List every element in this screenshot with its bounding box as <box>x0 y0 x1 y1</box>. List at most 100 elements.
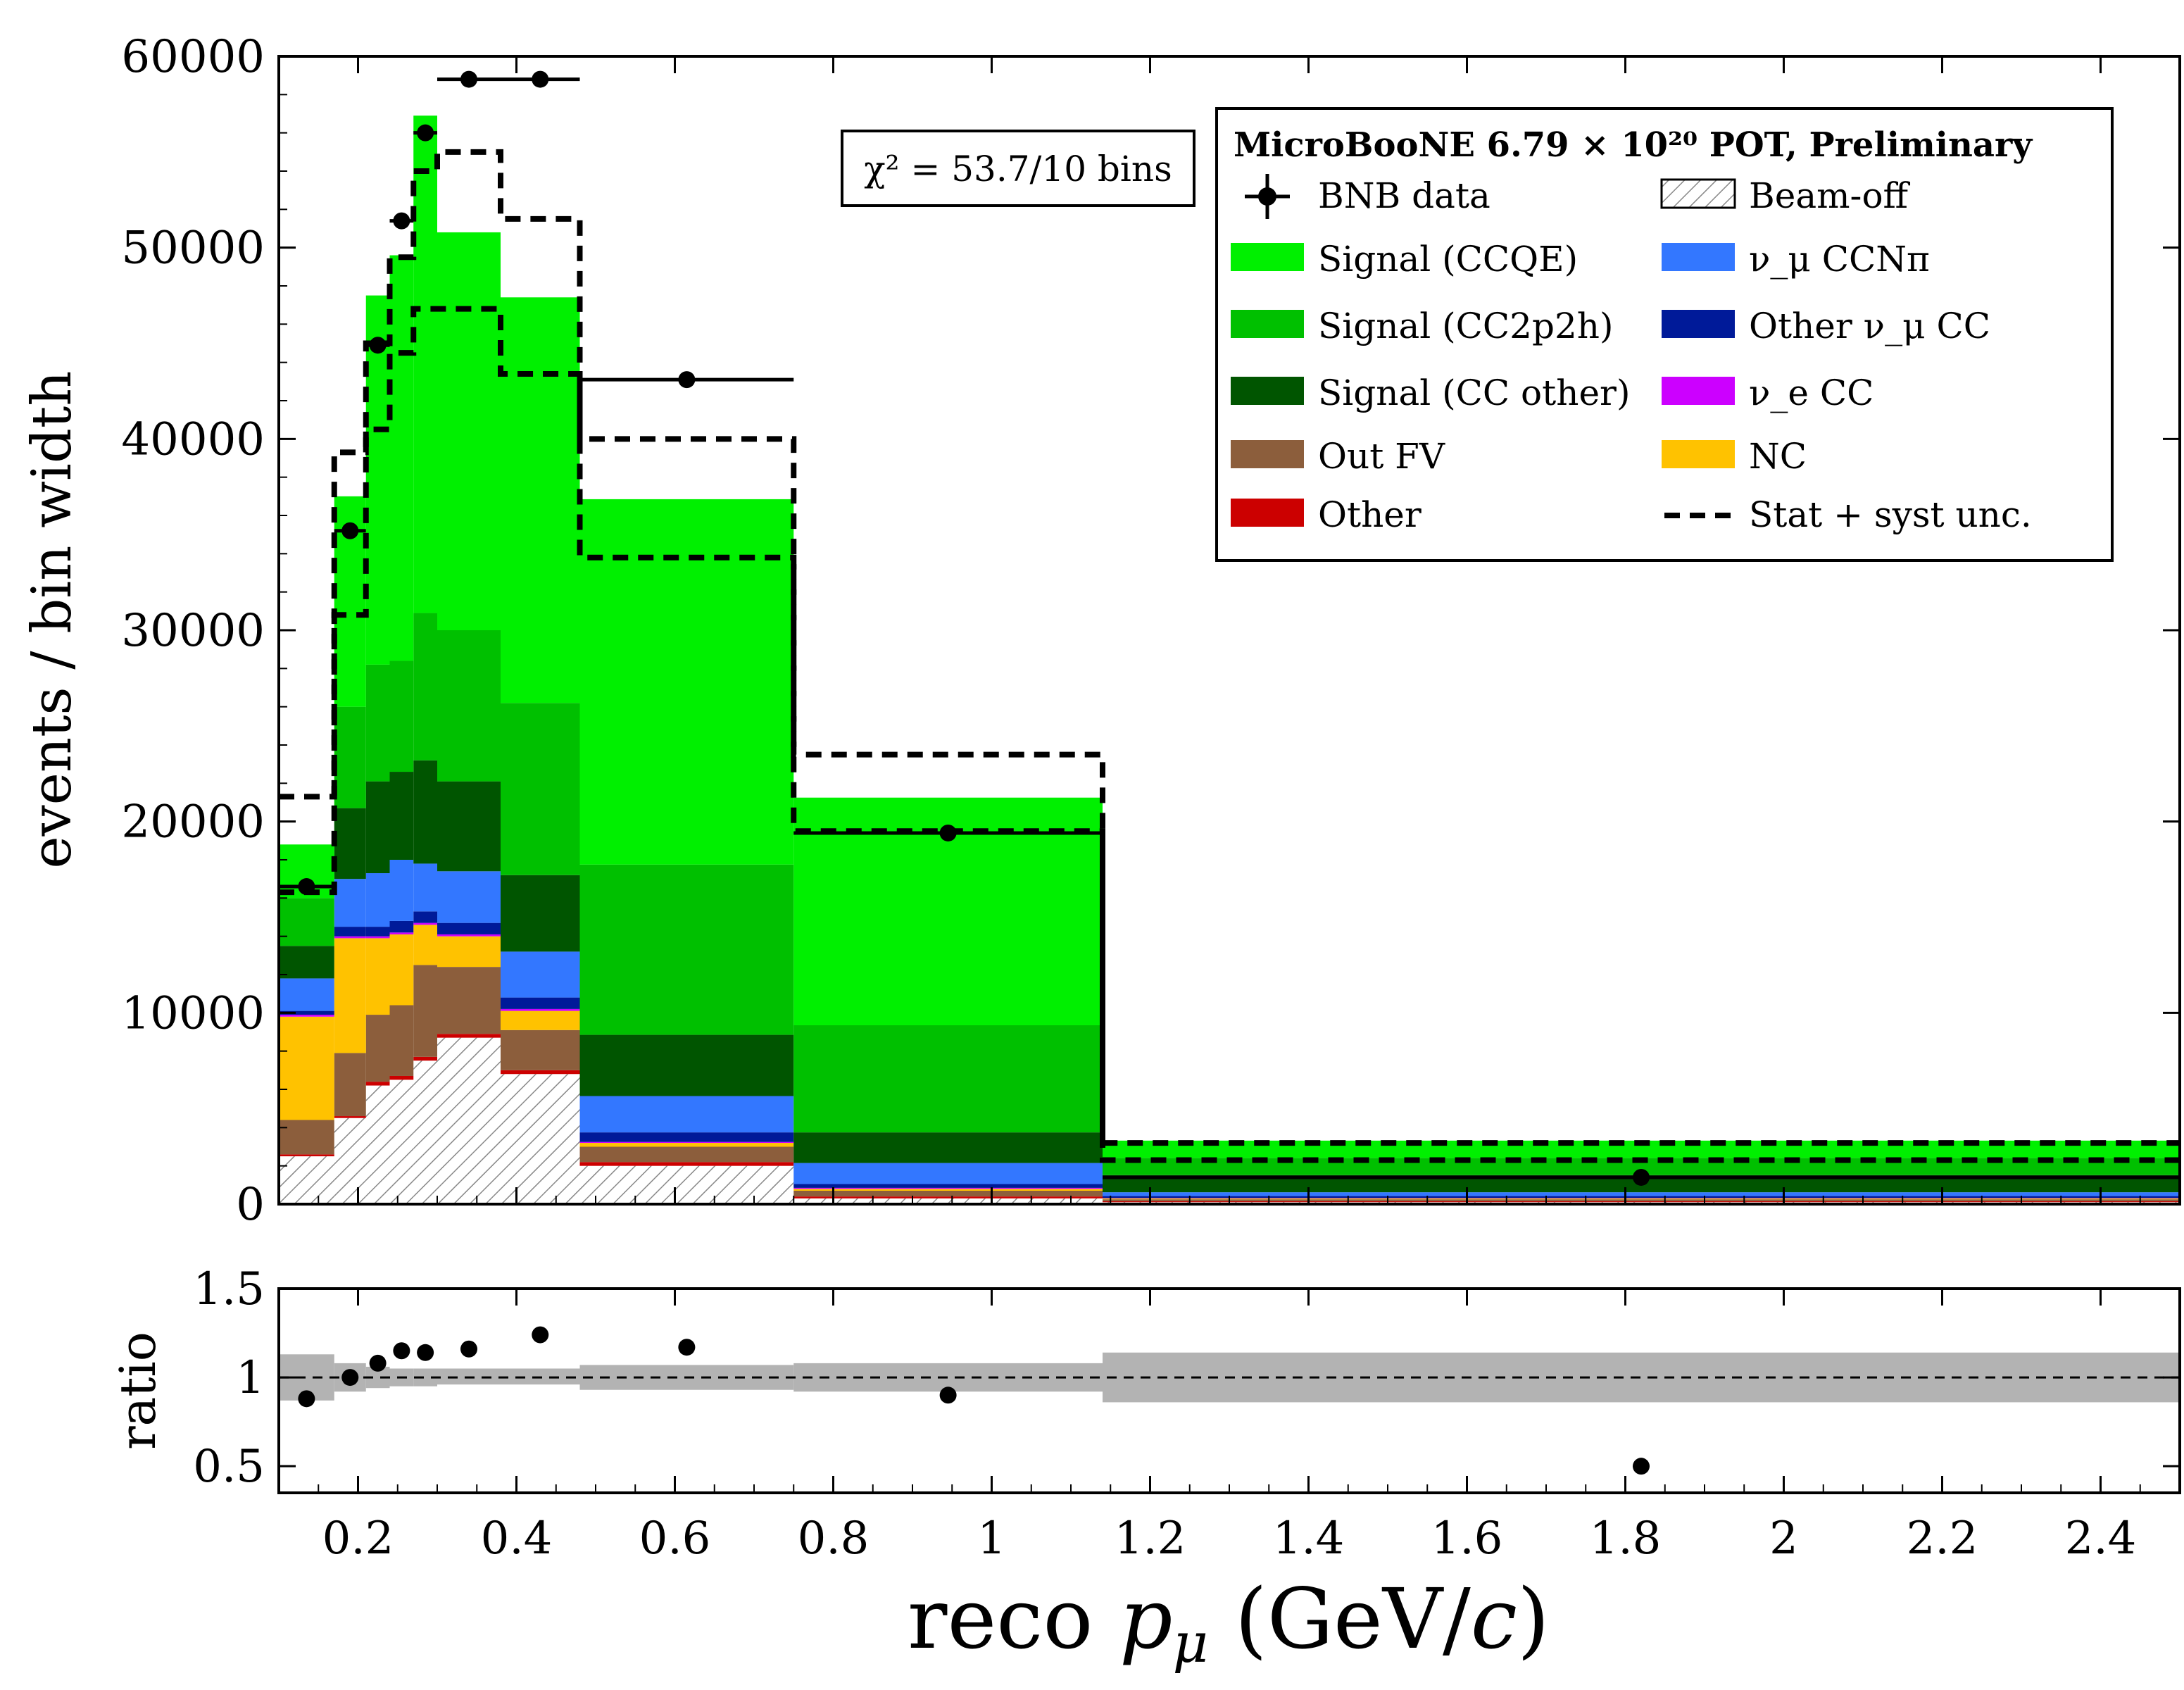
ratio-point <box>417 1344 434 1361</box>
bar-segment <box>365 664 390 782</box>
bar-segment <box>501 1070 580 1075</box>
bar-segment <box>437 781 501 872</box>
unc-band-upper <box>279 149 2180 1146</box>
bar-segment <box>413 925 437 965</box>
data-point <box>460 70 477 88</box>
bar-segment <box>334 1118 366 1204</box>
data-point <box>939 824 957 841</box>
ratio-tick-label: 1 <box>236 1352 265 1404</box>
y-axis-title: events / bin width <box>20 371 84 869</box>
x-tick-label: 1.8 <box>1590 1513 1662 1565</box>
x-tick-label: 0.2 <box>322 1513 394 1565</box>
bar-segment <box>389 932 414 934</box>
bar-segment <box>579 864 794 1035</box>
legend-swatch <box>1662 377 1735 405</box>
bar-segment <box>1103 1196 2180 1198</box>
bar-segment <box>501 951 580 998</box>
bar-segment <box>365 1015 390 1082</box>
legend-entry: Out FV <box>1231 436 1445 477</box>
data-point <box>341 522 359 539</box>
legend-label: Signal (CC other) <box>1318 373 1630 413</box>
data-point <box>532 70 549 88</box>
bar-segment <box>279 978 334 1011</box>
series-out-fv <box>279 965 2180 1201</box>
x-tick-label: 2.4 <box>2065 1513 2137 1565</box>
legend-entry: Other ν_μ CC <box>1662 306 1990 346</box>
series-nc <box>279 925 2180 1200</box>
series-other <box>279 1034 2180 1203</box>
bar-segment <box>1103 1192 2180 1196</box>
legend-swatch <box>1231 499 1304 527</box>
bar-segment <box>437 1034 501 1038</box>
bar-segment <box>1103 1201 2180 1203</box>
legend-swatch <box>1231 243 1304 271</box>
bar-segment <box>579 1034 794 1096</box>
bar-segment <box>579 1141 794 1144</box>
bar-segment <box>579 1096 794 1133</box>
series-other-cc <box>279 911 2180 1198</box>
legend-label: Other ν_μ CC <box>1749 306 1990 346</box>
legend-entry: Other <box>1231 494 1422 535</box>
x-tick-label: 2.2 <box>1907 1513 1978 1565</box>
legend-swatch-hatch <box>1660 178 1736 209</box>
bar-segment <box>413 613 437 760</box>
legend-entry: ν_e CC <box>1662 373 1874 413</box>
legend-label: Signal (CC2p2h) <box>1318 306 1614 346</box>
bar-segment <box>279 1120 334 1155</box>
bar-segment <box>334 1116 366 1118</box>
bar-segment <box>793 1187 1103 1189</box>
y-tick-label: 20000 <box>121 796 265 849</box>
ratio-tick-label: 1.5 <box>193 1263 265 1315</box>
bar-segment <box>579 1143 794 1147</box>
bar-segment <box>793 1184 1103 1188</box>
bar-segment <box>334 927 366 937</box>
bar-segment <box>501 297 580 703</box>
legend-marker-dot <box>1258 187 1276 206</box>
legend-label: Other <box>1318 494 1422 535</box>
bar-segment <box>437 934 501 937</box>
y-tick-label: 40000 <box>121 413 265 465</box>
bar-segment <box>279 1010 334 1015</box>
y-tick-label: 0 <box>236 1179 265 1231</box>
legend-entry: ν_μ CCNπ <box>1662 239 1930 280</box>
x-tick-label: 0.6 <box>639 1513 711 1565</box>
bar-segment <box>365 927 390 937</box>
bar-segment <box>501 1008 580 1011</box>
legend-label: NC <box>1749 436 1807 477</box>
bar-segment <box>413 922 437 925</box>
ratio-point <box>341 1369 359 1387</box>
bar-segment <box>1103 1199 2180 1201</box>
bar-segment <box>793 1190 1103 1197</box>
bar-segment <box>334 879 366 927</box>
bar-segment <box>501 1074 580 1204</box>
bar-segment <box>413 1056 437 1061</box>
data-point <box>369 337 387 354</box>
ratio-point <box>298 1390 315 1408</box>
bar-segment <box>793 1163 1103 1184</box>
ratio-axis-title: ratio <box>109 1332 167 1450</box>
bar-segment <box>793 1025 1103 1133</box>
bar-segment <box>334 936 366 939</box>
x-axis-title: reco pμ (GeV/c) <box>908 1570 1550 1675</box>
bar-segment <box>279 1156 334 1204</box>
ratio-point <box>393 1342 410 1360</box>
ratio-point <box>532 1326 549 1344</box>
x-tick-label: 2 <box>1769 1513 1798 1565</box>
bar-segment <box>413 1060 437 1204</box>
unc-band-lower <box>279 306 2180 1163</box>
bar-segment <box>437 936 501 968</box>
ratio-point <box>1633 1458 1650 1475</box>
bar-segment <box>793 1196 1103 1198</box>
bar-segment <box>389 772 414 860</box>
y-tick-label: 30000 <box>121 605 265 657</box>
ratio-point <box>939 1387 957 1404</box>
bar-segment <box>365 781 390 874</box>
legend-entry: BNB data <box>1245 174 1490 219</box>
bar-segment <box>579 1146 794 1163</box>
bar-segment <box>437 967 501 1034</box>
bar-segment <box>365 295 390 665</box>
series--e-cc <box>279 922 2180 1198</box>
ratio-point <box>678 1339 696 1356</box>
bar-segment <box>279 898 334 946</box>
